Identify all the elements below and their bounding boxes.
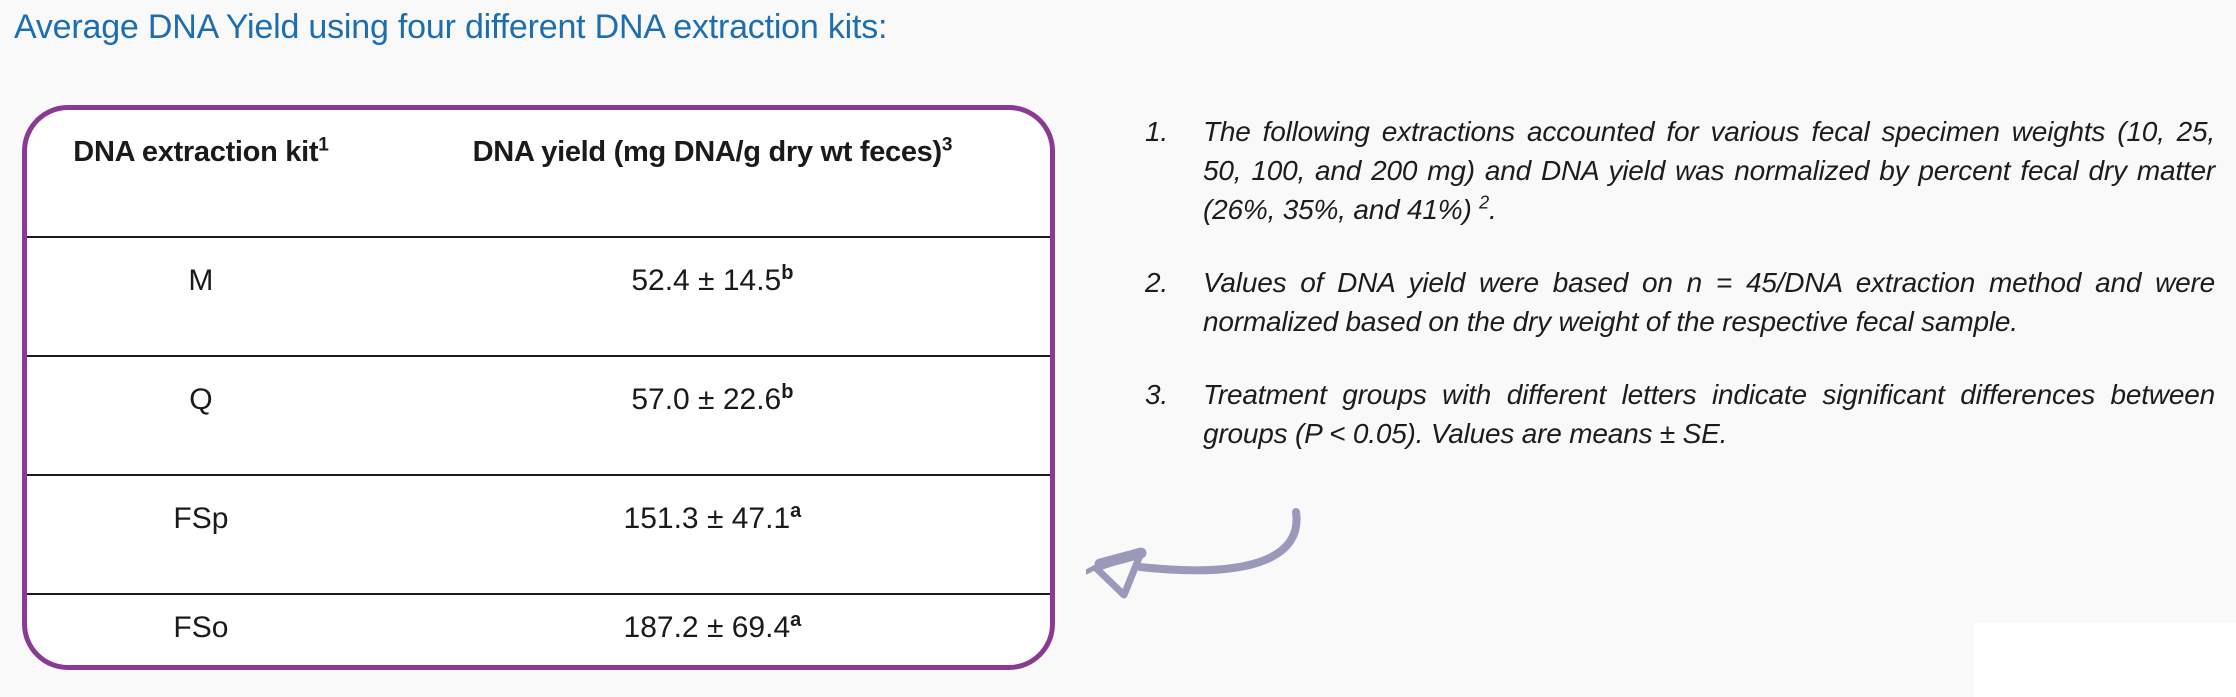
kit-cell: FSo: [173, 611, 229, 644]
footnote-item: 3. Treatment groups with different lette…: [1145, 375, 2215, 453]
kit-cell: M: [188, 264, 214, 297]
significance-letter: a: [790, 609, 802, 631]
yield-value: 187.2 ± 69.4: [623, 611, 791, 644]
footnotes: 1. The following extractions accounted f…: [1145, 112, 2215, 487]
header-kit-footnote-ref: 1: [318, 134, 329, 156]
table-row: Q 57.0 ± 22.6b: [27, 357, 1050, 476]
yield-cell: 187.2 ± 69.4a: [375, 595, 1050, 665]
kit-cell: FSp: [173, 502, 229, 535]
yield-value: 52.4 ± 14.5: [631, 264, 782, 297]
significance-letter: b: [781, 262, 794, 284]
yield-cell: 52.4 ± 14.5b: [375, 238, 1050, 355]
dna-yield-table: DNA extraction kit1 DNA yield (mg DNA/g …: [22, 105, 1055, 670]
curved-arrow-icon: [1086, 508, 1301, 599]
header-cell-extraction-kit: DNA extraction kit1: [27, 110, 375, 236]
footnote-number: 2.: [1145, 267, 1168, 298]
table-row: FSo 187.2 ± 69.4a: [27, 595, 1050, 665]
page-title: Average DNA Yield using four different D…: [14, 8, 888, 46]
header-cell-dna-yield: DNA yield (mg DNA/g dry wt feces)3: [375, 110, 1050, 236]
header-kit-label: DNA extraction kit: [73, 136, 319, 168]
footnote-item: 2. Values of DNA yield were based on n =…: [1145, 263, 2215, 341]
footnote-superscript: 2: [1479, 192, 1489, 213]
yield-value: 151.3 ± 47.1: [623, 502, 791, 535]
yield-cell: 57.0 ± 22.6b: [375, 357, 1050, 474]
footnote-number: 3.: [1145, 379, 1168, 410]
footnote-number: 1.: [1145, 116, 1168, 147]
table-header-row: DNA extraction kit1 DNA yield (mg DNA/g …: [27, 110, 1050, 238]
white-rectangle: [1974, 623, 2236, 697]
significance-letter: b: [781, 381, 794, 403]
kit-cell: Q: [189, 383, 213, 416]
yield-cell: 151.3 ± 47.1a: [375, 476, 1050, 593]
header-yield-footnote-ref: 3: [941, 134, 953, 156]
table-row: FSp 151.3 ± 47.1a: [27, 476, 1050, 595]
footnote-text: The following extractions accounted for …: [1203, 116, 2215, 225]
footnote-item: 1. The following extractions accounted f…: [1145, 112, 2215, 229]
significance-letter: a: [790, 500, 802, 522]
yield-value: 57.0 ± 22.6: [631, 383, 782, 416]
footnote-text: Values of DNA yield were based on n = 45…: [1203, 267, 2215, 337]
header-yield-label: DNA yield (mg DNA/g dry wt feces): [472, 136, 943, 168]
table-row: M 52.4 ± 14.5b: [27, 238, 1050, 357]
footnote-text: Treatment groups with different letters …: [1203, 379, 2215, 449]
